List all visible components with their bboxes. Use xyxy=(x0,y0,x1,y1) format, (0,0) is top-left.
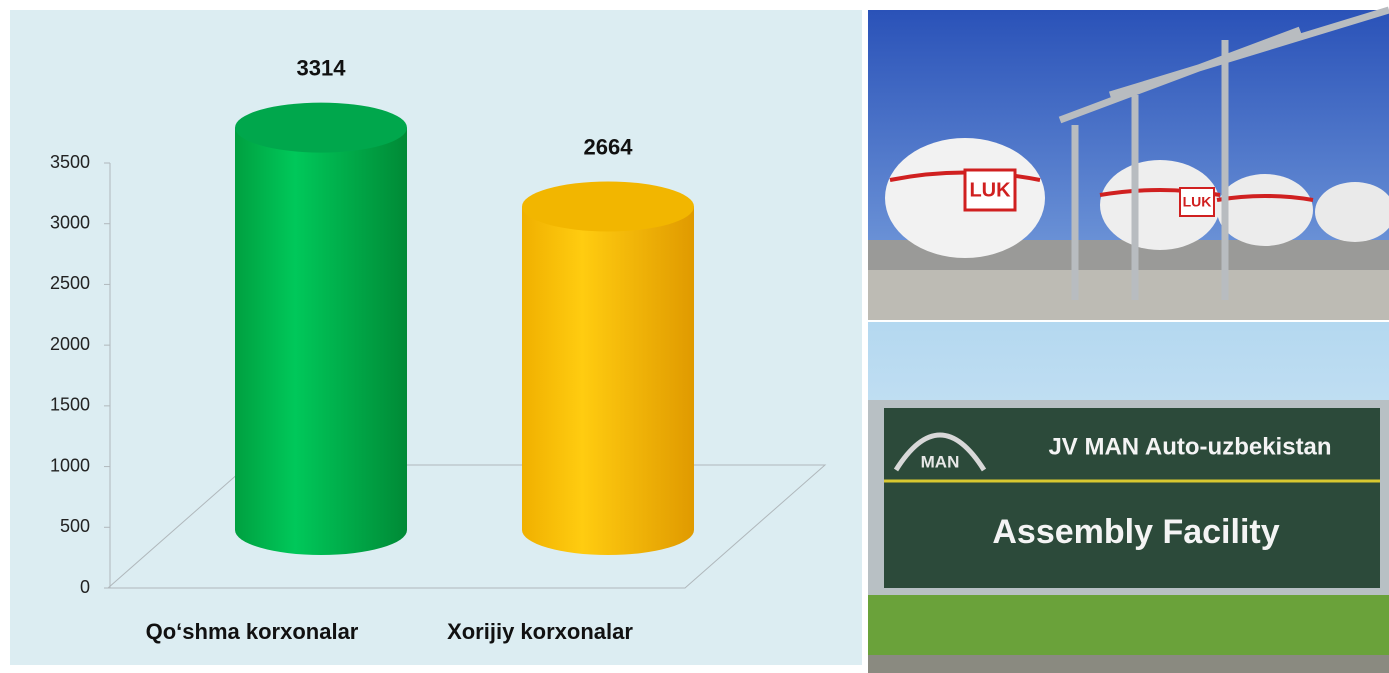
sign-line: JV MAN Auto-uzbekistan xyxy=(1048,433,1331,460)
chart-panel xyxy=(10,10,862,665)
photo-sign: MAN JV MAN Auto-uzbekistan Assembly Faci… xyxy=(868,322,1389,673)
y-tick-label: 3500 xyxy=(50,152,90,172)
logo-text: MAN xyxy=(921,452,960,471)
y-tick-label: 500 xyxy=(60,516,90,536)
logo-text: LUK xyxy=(969,179,1011,201)
value-label: 3314 xyxy=(297,55,347,80)
value-label: 2664 xyxy=(584,134,634,159)
logo-text: LUK xyxy=(1183,194,1212,210)
floor xyxy=(106,464,827,589)
y-tick-label: 2000 xyxy=(50,334,90,354)
x-tick-label: Xorijiy korxonalar xyxy=(447,619,633,644)
bar-top xyxy=(235,102,407,153)
sign-line: Assembly Facility xyxy=(992,513,1279,551)
y-tick-label: 2500 xyxy=(50,273,90,293)
bar xyxy=(235,127,407,555)
bar-top xyxy=(522,181,694,232)
y-tick-label: 1500 xyxy=(50,395,90,415)
photo-tanks: LUK LUK xyxy=(868,6,1389,320)
y-tick-label: 3000 xyxy=(50,212,90,232)
y-tick-label: 0 xyxy=(80,577,90,597)
x-tick-label: Qo‘shma korxonalar xyxy=(146,619,359,644)
bar xyxy=(522,206,694,555)
y-tick-label: 1000 xyxy=(50,455,90,475)
